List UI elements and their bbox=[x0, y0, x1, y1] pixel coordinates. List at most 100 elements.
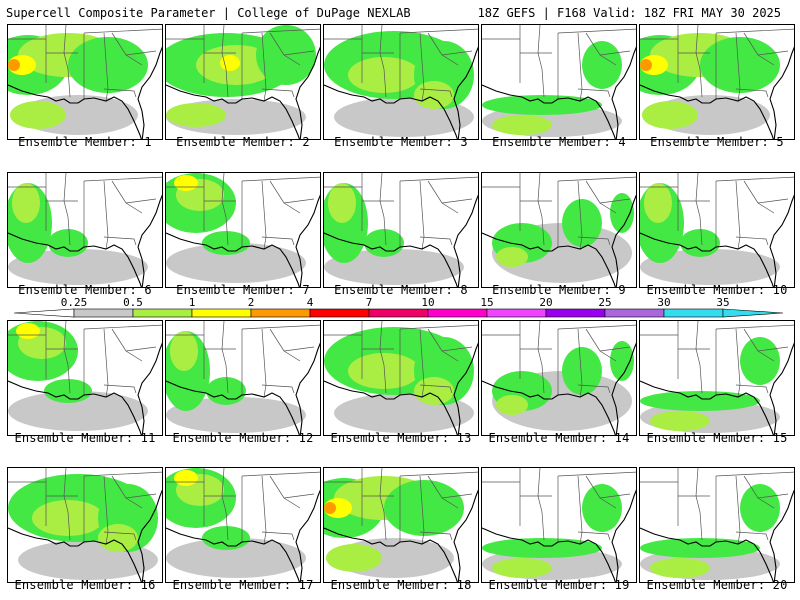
coastline bbox=[295, 194, 320, 287]
scp-contour bbox=[174, 175, 198, 191]
coastline bbox=[769, 342, 794, 435]
scp-contour bbox=[650, 411, 710, 431]
state-boundary bbox=[261, 531, 295, 541]
state-boundary bbox=[441, 346, 473, 352]
state-boundary bbox=[441, 50, 473, 56]
state-boundary bbox=[241, 176, 320, 182]
state-boundary bbox=[577, 531, 611, 541]
state-boundary bbox=[695, 25, 703, 98]
state-boundary bbox=[735, 88, 769, 98]
state-boundary bbox=[399, 471, 478, 477]
state-boundary bbox=[399, 176, 478, 182]
coastline bbox=[640, 527, 774, 582]
scp-contour bbox=[414, 81, 454, 109]
panel-map bbox=[324, 25, 478, 139]
state-boundary bbox=[241, 471, 320, 477]
coastline bbox=[453, 46, 478, 139]
state-boundary bbox=[103, 236, 137, 246]
coastline bbox=[8, 84, 142, 139]
state-boundary bbox=[577, 384, 611, 394]
member-label: Ensemble Member: 5 bbox=[650, 135, 784, 149]
coastline bbox=[324, 527, 458, 582]
ensemble-panel bbox=[7, 24, 163, 140]
scp-contour bbox=[364, 229, 404, 257]
colorbar-segment bbox=[427, 308, 488, 318]
scp-contour bbox=[324, 502, 336, 514]
scp-contour bbox=[414, 377, 454, 405]
scp-contour bbox=[166, 538, 306, 578]
scp-contour bbox=[166, 103, 226, 127]
member-label: Ensemble Member: 4 bbox=[492, 135, 626, 149]
scp-contour bbox=[610, 341, 634, 381]
state-boundary bbox=[735, 236, 769, 246]
scp-contour bbox=[740, 484, 780, 532]
panel-map bbox=[324, 321, 478, 435]
coastline bbox=[166, 84, 300, 139]
colorbar-tick-label: 1 bbox=[189, 296, 196, 309]
state-boundary bbox=[261, 384, 295, 394]
colorbar-tick-label: 15 bbox=[480, 296, 493, 309]
scp-contour bbox=[492, 115, 552, 135]
state-boundary bbox=[599, 198, 631, 204]
member-label: Ensemble Member: 10 bbox=[646, 283, 788, 297]
state-boundary bbox=[379, 173, 387, 246]
panel-map bbox=[166, 173, 320, 287]
valid-time: 18Z GEFS | F168 Valid: 18Z FRI MAY 30 20… bbox=[477, 6, 781, 20]
state-boundary bbox=[599, 50, 631, 56]
colorbar-segment bbox=[486, 308, 547, 318]
colorbar-segment bbox=[368, 308, 429, 318]
colorbar-tick-label: 10 bbox=[421, 296, 434, 309]
state-boundary bbox=[283, 346, 315, 352]
state-boundary bbox=[221, 25, 229, 98]
colorbar-tick-label: 2 bbox=[248, 296, 255, 309]
coastline bbox=[324, 380, 458, 435]
scp-contour bbox=[324, 249, 464, 285]
state-boundary bbox=[283, 198, 315, 204]
ensemble-panel bbox=[323, 24, 479, 140]
coastline bbox=[640, 232, 774, 287]
state-boundary bbox=[83, 471, 162, 477]
state-boundary bbox=[63, 173, 71, 246]
state-boundary bbox=[399, 324, 478, 330]
colorbar-segment bbox=[663, 308, 724, 318]
scp-contour bbox=[640, 59, 652, 71]
member-label: Ensemble Member: 13 bbox=[330, 431, 472, 445]
coastline bbox=[453, 194, 478, 287]
scp-contour bbox=[202, 526, 250, 550]
ensemble-panel bbox=[481, 172, 637, 288]
state-boundary bbox=[221, 173, 229, 246]
colorbar-tick-label: 35 bbox=[716, 296, 729, 309]
state-boundary bbox=[283, 50, 315, 56]
coastline bbox=[640, 84, 774, 139]
ensemble-panel bbox=[639, 320, 795, 436]
colorbar-tick-label: 25 bbox=[598, 296, 611, 309]
state-boundary bbox=[735, 384, 769, 394]
panel-map bbox=[482, 173, 636, 287]
member-label: Ensemble Member: 12 bbox=[172, 431, 314, 445]
state-boundary bbox=[261, 236, 295, 246]
state-boundary bbox=[63, 321, 71, 394]
scp-contour bbox=[644, 183, 672, 223]
member-label: Ensemble Member: 11 bbox=[14, 431, 156, 445]
state-boundary bbox=[379, 25, 387, 98]
panel-map bbox=[640, 468, 794, 582]
state-boundary bbox=[557, 324, 636, 330]
scp-contour bbox=[202, 231, 250, 255]
coastline bbox=[611, 342, 636, 435]
coastline bbox=[324, 232, 458, 287]
scp-contour bbox=[166, 243, 306, 283]
panel-map bbox=[166, 468, 320, 582]
scp-contour bbox=[482, 95, 602, 115]
panel-map bbox=[482, 321, 636, 435]
panel-map bbox=[8, 321, 162, 435]
coastline bbox=[166, 527, 300, 582]
state-boundary bbox=[441, 493, 473, 499]
coastline bbox=[137, 46, 162, 139]
panel-map bbox=[640, 25, 794, 139]
panel-map bbox=[166, 25, 320, 139]
scp-contour bbox=[582, 41, 622, 89]
state-boundary bbox=[715, 471, 794, 477]
scp-contour bbox=[562, 199, 602, 247]
coastline bbox=[8, 527, 142, 582]
scp-contour bbox=[10, 101, 66, 129]
